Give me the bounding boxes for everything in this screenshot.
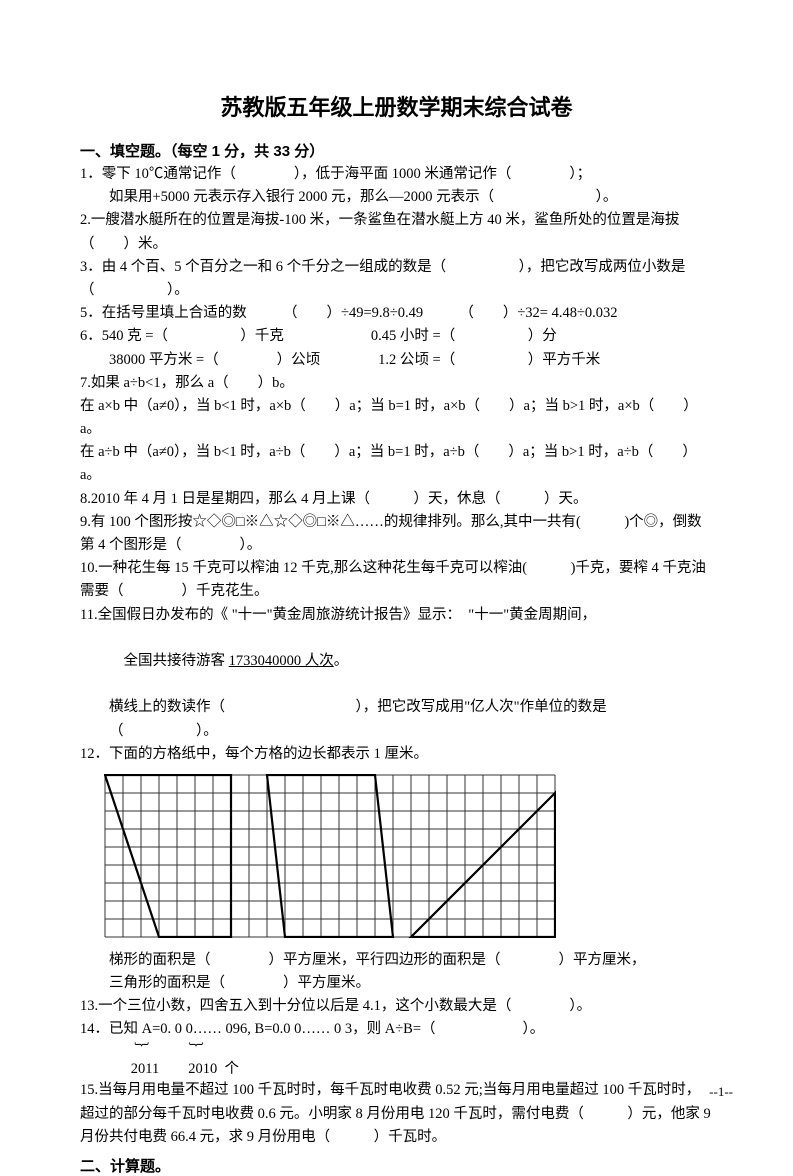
question-6a: 6．540 克 =（ ）千克 0.45 小时 =（ ）分 xyxy=(80,325,713,348)
question-3: 3．由 4 个百、5 个百分之一和 6 个千分之一组成的数是（ ），把它改写成两… xyxy=(80,256,713,302)
question-10: 10.一种花生每 15 千克可以榨油 12 千克,那么这种花生每千克可以榨油( … xyxy=(80,557,713,603)
section-2-header: 二、计算题。 xyxy=(80,1155,713,1176)
page-title: 苏教版五年级上册数学期末综合试卷 xyxy=(80,90,713,122)
question-12: 12．下面的方格纸中，每个方格的边长都表示 1 厘米。 xyxy=(80,743,713,766)
exam-page: 苏教版五年级上册数学期末综合试卷 一、填空题。（每空 1 分，共 33 分） 1… xyxy=(0,0,793,1122)
question-6b: 38000 平方米 =（ ）公顷 1.2 公顷 =（ ）平方千米 xyxy=(80,349,713,372)
question-5: 5．在括号里填上合适的数 （ ）÷49=9.8÷0.49 （ ）÷32= 4.4… xyxy=(80,302,713,325)
page-number: --1-- xyxy=(709,1084,733,1100)
question-11b-post: 。 xyxy=(334,653,349,669)
section-1-header: 一、填空题。（每空 1 分，共 33 分） xyxy=(80,140,713,161)
question-1a: 1．零下 10℃通常记作（ ），低于海平面 1000 米通常记作（ ）； xyxy=(80,163,713,186)
grid-figure xyxy=(104,774,713,943)
question-2: 2.一艘潜水艇所在的位置是海拔-100 米，一条鲨鱼在潜水艇上方 40 米，鲨鱼… xyxy=(80,209,713,255)
question-15: 15.当每月用电量不超过 100 千瓦时时，每千瓦时电收费 0.52 元;当每月… xyxy=(80,1079,713,1149)
question-13: 13.一个三位小数，四舍五入到十分位以后是 4.1，这个小数最大是（ ）。 xyxy=(80,995,713,1018)
question-11b: 全国共接待游客 1733040000 人次。 xyxy=(80,627,713,697)
question-12b: 梯形的面积是（ ）平方厘米，平行四边形的面积是（ ）平方厘米， xyxy=(80,949,713,972)
question-11b-underline: 1733040000 人次 xyxy=(229,653,334,669)
grid-svg xyxy=(104,774,556,938)
question-11b-pre: 全国共接待游客 xyxy=(124,653,229,669)
question-14-brace: ︸ ︸ xyxy=(80,1042,713,1061)
question-7c: 在 a÷b 中（a≠0），当 b<1 时，a÷b（ ）a；当 b=1 时，a÷b… xyxy=(80,441,713,487)
question-1b: 如果用+5000 元表示存入银行 2000 元，那么—2000 元表示（ ）。 xyxy=(80,186,713,209)
question-7a: 7.如果 a÷b<1，那么 a（ ）b。 xyxy=(80,372,713,395)
question-12c: 三角形的面积是（ ）平方厘米。 xyxy=(80,972,713,995)
question-8: 8.2010 年 4 月 1 日是星期四，那么 4 月上课（ ）天，休息（ ）天… xyxy=(80,488,713,511)
question-7b: 在 a×b 中（a≠0），当 b<1 时，a×b（ ）a；当 b=1 时，a×b… xyxy=(80,395,713,441)
question-9: 9.有 100 个图形按☆◇◎□※△☆◇◎□※△……的规律排列。那么,其中一共有… xyxy=(80,511,713,557)
question-14a: 14．已知 A=0. 0 0…… 096, B=0.0 0…… 0 3，则 A÷… xyxy=(80,1018,713,1041)
question-11a: 11.全国假日办发布的《 "十一"黄金周旅游统计报告》显示： "十一"黄金周期间… xyxy=(80,604,713,627)
question-14-labels: 2011 2010 个 xyxy=(80,1060,713,1079)
question-11c: 横线上的数读作（ ），把它改写成用"亿人次"作单位的数是（ ）。 xyxy=(80,696,713,742)
